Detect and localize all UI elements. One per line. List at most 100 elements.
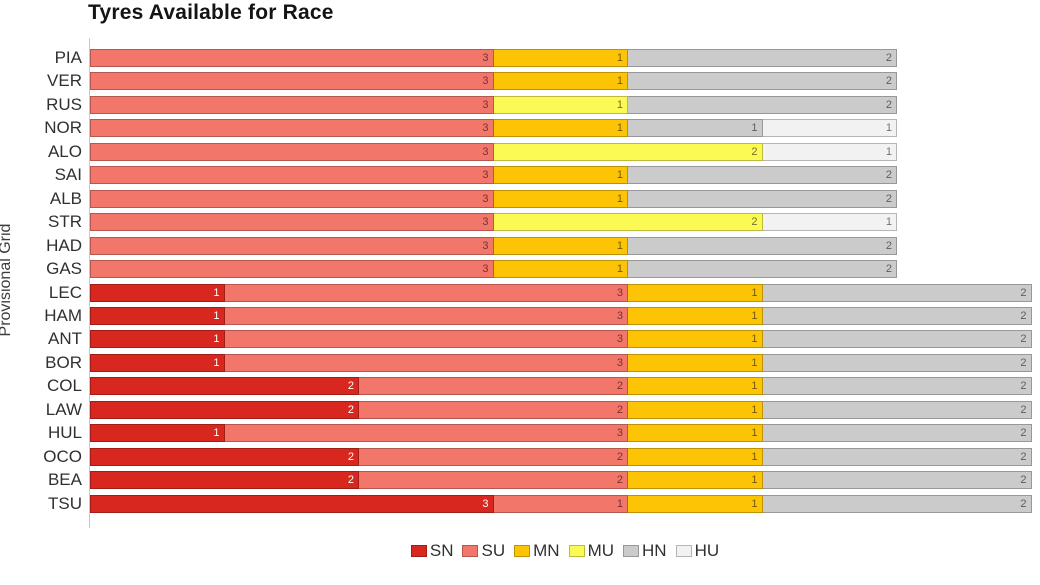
bar-row-had: 3 1 2 (90, 237, 897, 255)
segment-value-label: 1 (751, 451, 758, 463)
bar-segment-mu: 1 (493, 96, 628, 114)
tick-label-gas: GAS (46, 259, 82, 278)
bar-segment-su: 3 (90, 143, 494, 161)
bar-segment-su: 1 (493, 495, 628, 513)
legend-label: HN (642, 541, 667, 560)
bar-segment-hn: 2 (762, 471, 1032, 489)
segment-value-label: 3 (482, 169, 489, 181)
segment-value-label: 3 (616, 333, 623, 345)
tick-label-bea: BEA (47, 470, 82, 489)
bar-row-alo: 3 2 1 (90, 143, 897, 161)
bar-row-sai: 3 1 2 (90, 166, 897, 184)
tick-label-hul: HUL (47, 423, 82, 442)
segment-value-label: 2 (885, 193, 892, 205)
segment-value-label: 2 (751, 216, 758, 228)
segment-value-label: 1 (751, 122, 758, 134)
segment-value-label: 3 (482, 498, 489, 510)
bar-segment-hn: 1 (628, 119, 763, 137)
tick-label-alb: ALB (49, 189, 82, 208)
bar-segment-hn: 2 (628, 260, 897, 278)
bar-row-str: 3 2 1 (90, 213, 897, 231)
segment-value-label: 1 (616, 75, 623, 87)
legend-item-hu[interactable]: HU (675, 541, 719, 561)
segment-value-label: 2 (885, 75, 892, 87)
tick-label-had: HAD (46, 236, 82, 255)
segment-value-label: 1 (213, 427, 220, 439)
bar-row-hul: 1 3 1 2 (90, 424, 1032, 442)
segment-value-label: 2 (1020, 451, 1027, 463)
legend: SN SU MN MU HN HU (90, 541, 1040, 561)
segment-value-label: 2 (616, 474, 623, 486)
segment-value-label: 1 (213, 333, 220, 345)
bar-segment-mn: 1 (628, 377, 763, 395)
y-axis-line (89, 38, 90, 528)
bar-row-bor: 1 3 1 2 (90, 354, 1032, 372)
bar-row-law: 2 2 1 2 (90, 401, 1032, 419)
legend-item-su[interactable]: SU (462, 541, 505, 561)
bar-row-lec: 1 3 1 2 (90, 284, 1032, 302)
bar-segment-su: 2 (359, 377, 628, 395)
bar-segment-hn: 2 (762, 401, 1032, 419)
segment-value-label: 1 (751, 333, 758, 345)
tick-label-nor: NOR (44, 118, 82, 137)
segment-value-label: 2 (1020, 474, 1027, 486)
bar-segment-sn: 2 (90, 448, 359, 466)
y-axis-title: Provisional Grid (0, 223, 14, 337)
segment-value-label: 2 (1020, 498, 1027, 510)
tick-label-str: STR (48, 212, 82, 231)
bar-segment-mn: 1 (493, 190, 628, 208)
bar-segment-mn: 1 (628, 284, 763, 302)
segment-value-label: 3 (616, 427, 623, 439)
bar-segment-su: 3 (224, 307, 628, 325)
bar-segment-hn: 2 (762, 377, 1032, 395)
bar-segment-su: 3 (224, 330, 628, 348)
tick-label-bor: BOR (45, 353, 82, 372)
bar-segment-hn: 2 (628, 190, 897, 208)
legend-item-hn[interactable]: HN (623, 541, 667, 561)
segment-value-label: 1 (751, 287, 758, 299)
bar-segment-sn: 1 (90, 354, 225, 372)
bar-segment-hn: 2 (762, 307, 1032, 325)
bar-segment-su: 3 (90, 49, 494, 67)
segment-value-label: 2 (885, 99, 892, 111)
tick-label-ham: HAM (44, 306, 82, 325)
segment-value-label: 3 (616, 287, 623, 299)
tick-label-ant: ANT (48, 329, 82, 348)
bar-segment-hn: 2 (628, 96, 897, 114)
bar-row-tsu: 3 1 1 2 (90, 495, 1032, 513)
segment-value-label: 3 (482, 146, 489, 158)
segment-value-label: 2 (347, 451, 354, 463)
bar-segment-mn: 1 (628, 307, 763, 325)
bar-segment-sn: 1 (90, 307, 225, 325)
tick-label-col: COL (47, 376, 82, 395)
segment-value-label: 2 (1020, 357, 1027, 369)
legend-swatch-hn (623, 545, 640, 557)
segment-value-label: 3 (616, 310, 623, 322)
legend-item-mn[interactable]: MN (514, 541, 560, 561)
chart-title: Tyres Available for Race (88, 1, 334, 24)
bar-row-alb: 3 1 2 (90, 190, 897, 208)
segment-value-label: 1 (616, 99, 623, 111)
bar-segment-hn: 2 (762, 330, 1032, 348)
segment-value-label: 2 (885, 240, 892, 252)
bar-row-ver: 3 1 2 (90, 72, 897, 90)
segment-value-label: 1 (213, 287, 220, 299)
legend-item-mu[interactable]: MU (568, 541, 614, 561)
legend-label: MN (533, 541, 560, 560)
bar-segment-mn: 1 (628, 495, 763, 513)
bar-segment-sn: 3 (90, 495, 494, 513)
segment-value-label: 3 (482, 122, 489, 134)
segment-value-label: 2 (885, 263, 892, 275)
segment-value-label: 1 (616, 193, 623, 205)
segment-value-label: 2 (616, 380, 623, 392)
bar-segment-su: 2 (359, 401, 628, 419)
bar-segment-sn: 1 (90, 424, 225, 442)
bar-row-ant: 1 3 1 2 (90, 330, 1032, 348)
bar-segment-su: 3 (224, 424, 628, 442)
legend-item-sn[interactable]: SN (410, 541, 453, 561)
segment-value-label: 2 (885, 52, 892, 64)
bar-segment-mn: 1 (493, 72, 628, 90)
segment-value-label: 1 (616, 122, 623, 134)
segment-value-label: 2 (1020, 427, 1027, 439)
